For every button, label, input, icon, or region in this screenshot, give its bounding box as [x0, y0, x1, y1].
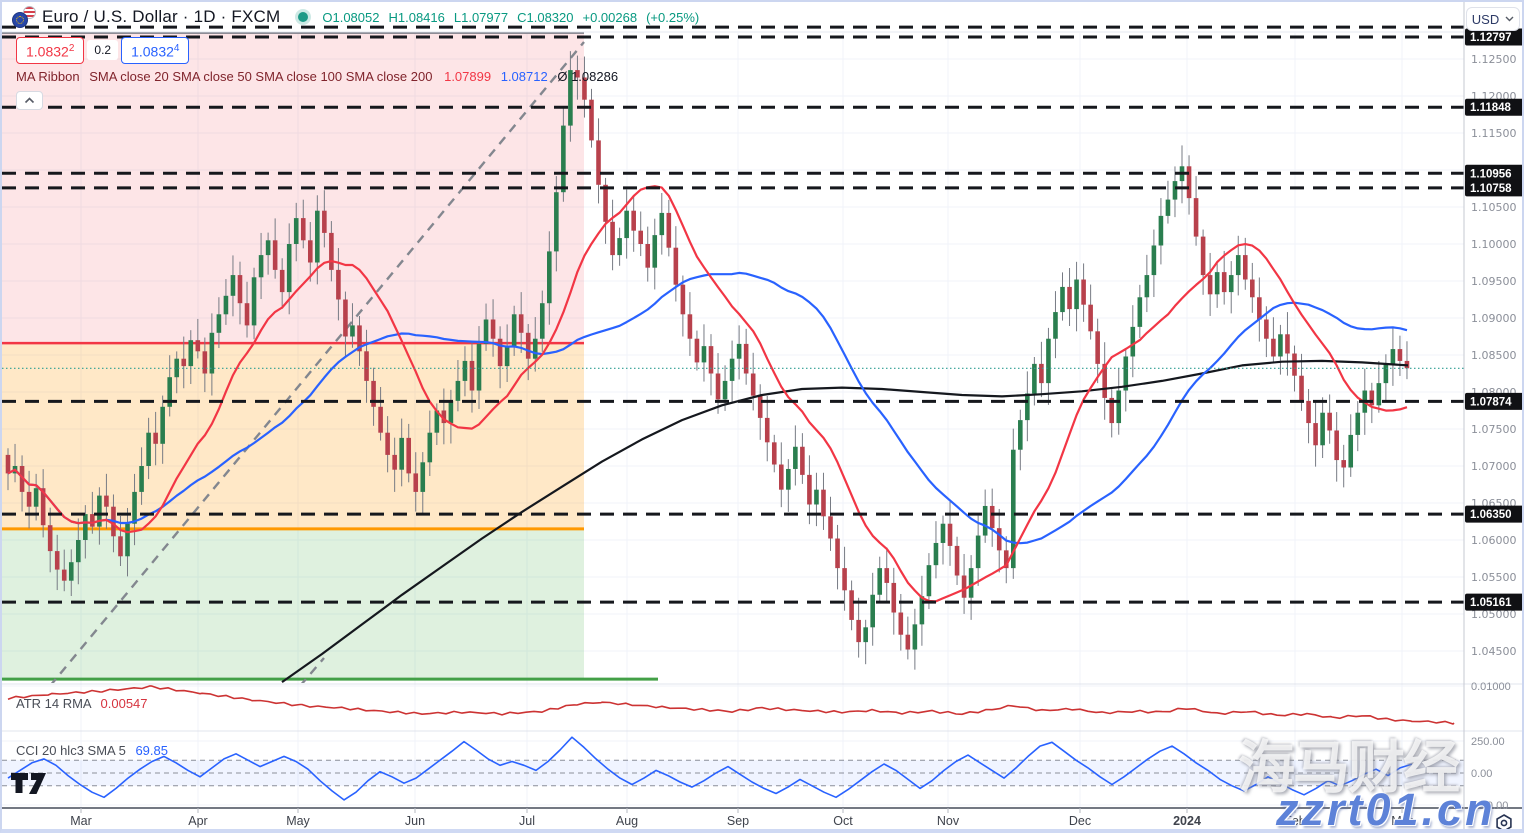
svg-text:Feb: Feb: [1284, 814, 1306, 828]
svg-text:1.10956: 1.10956: [1470, 168, 1512, 180]
atr-value: 0.00547: [100, 696, 148, 711]
currency-dropdown[interactable]: USD: [1466, 7, 1520, 31]
price-pane: [2, 41, 1464, 683]
svg-text:1.12500: 1.12500: [1471, 53, 1517, 66]
svg-text:1.04500: 1.04500: [1471, 645, 1517, 658]
svg-text:1.08500: 1.08500: [1471, 349, 1517, 362]
svg-text:250.00: 250.00: [1471, 736, 1505, 748]
chart-toolbar: Euro / U.S. Dollar · 1D · FXCM O1.08052 …: [2, 2, 1462, 32]
svg-text:Dec: Dec: [1069, 814, 1091, 828]
svg-text:Jul: Jul: [519, 814, 535, 828]
cci-band: [2, 759, 1464, 787]
axis-settings-gear-icon[interactable]: [1494, 813, 1514, 829]
atr-line: [7, 685, 1455, 725]
open-value: O1.08052: [322, 9, 380, 25]
svg-text:1.10500: 1.10500: [1471, 201, 1517, 214]
price-axis[interactable]: 1.125001.120001.115001.105001.100001.095…: [1471, 53, 1517, 812]
spread-value: 0.2: [87, 40, 119, 61]
ma-fast-value: 1.07899: [444, 69, 492, 84]
svg-text:-250.00: -250.00: [1471, 800, 1508, 812]
watermark-cjk: 海马财经: [1238, 736, 1460, 800]
annotation-zones: [2, 32, 658, 681]
svg-text:1.09500: 1.09500: [1471, 275, 1517, 288]
svg-text:1.07874: 1.07874: [1470, 396, 1512, 408]
svg-text:1.05161: 1.05161: [1470, 597, 1512, 609]
bid-ask-widget: 1.08322 0.2 1.08324: [16, 37, 190, 64]
svg-text:May: May: [286, 814, 310, 828]
symbol-title[interactable]: Euro / U.S. Dollar · 1D · FXCM: [42, 7, 281, 26]
svg-text:1.05500: 1.05500: [1471, 571, 1517, 584]
tradingview-logo-icon[interactable]: [10, 772, 50, 800]
ohlc-values: O1.08052 H1.08416 L1.07977 C1.08320 +0.0…: [322, 10, 699, 25]
ma-mid-line: [7, 271, 1408, 545]
eurusd-pair-icon: [12, 6, 36, 28]
ma-ribbon-title: MA Ribbon: [16, 69, 80, 84]
svg-text:1.05000: 1.05000: [1471, 608, 1517, 621]
svg-text:1.12797: 1.12797: [1470, 32, 1512, 44]
axis-badges: 1.12797 1.11848 1.10956 1.10758 1.07874 1.063…: [1465, 28, 1522, 611]
ma-slow-line: [281, 359, 1409, 683]
change-value: +0.00268: [582, 9, 638, 25]
chevron-up-icon: [24, 97, 35, 104]
svg-text:Oct: Oct: [833, 814, 853, 828]
svg-text:1.10000: 1.10000: [1471, 238, 1517, 251]
eu-flag-icon: [12, 12, 28, 28]
watermark-url: zzrt01.cn: [1276, 784, 1496, 833]
svg-text:1.10758: 1.10758: [1470, 183, 1512, 195]
cci-line: [7, 736, 1413, 801]
svg-text:0.00: 0.00: [1471, 768, 1492, 780]
sell-bid-button[interactable]: 1.08322: [16, 37, 85, 64]
ma-ribbon-legend[interactable]: MA Ribbon SMA close 20 SMA close 50 SMA …: [16, 69, 618, 84]
cci-title: CCI 20 hlc3 SMA 5: [16, 743, 126, 758]
ma-fast-line: [7, 185, 1408, 603]
high-value: H1.08416: [388, 9, 445, 25]
ma-avg-value: Ø 1.08286: [557, 69, 619, 84]
currency-label: USD: [1471, 11, 1500, 27]
close-value: C1.08320: [517, 9, 574, 25]
grid-lines: [2, 33, 1464, 808]
svg-text:1.07500: 1.07500: [1471, 423, 1517, 436]
svg-text:1.11848: 1.11848: [1470, 102, 1512, 114]
svg-text:1.09000: 1.09000: [1471, 312, 1517, 325]
svg-text:Nov: Nov: [937, 814, 960, 828]
buy-ask-button[interactable]: 1.08324: [121, 37, 190, 64]
svg-text:1.07000: 1.07000: [1471, 460, 1517, 473]
chevron-down-icon: [1505, 16, 1514, 22]
svg-text:Mar: Mar: [70, 814, 92, 828]
level-lines: [2, 25, 1464, 604]
atr-legend[interactable]: ATR 14 RMA 0.00547: [16, 696, 148, 711]
trend-line-2: [300, 657, 325, 683]
market-status-dot-icon: [298, 12, 309, 22]
cci-value: 69.85: [135, 743, 168, 758]
candlestick-series: [5, 51, 1410, 670]
svg-text:Aug: Aug: [616, 814, 638, 828]
ma-mid-value: 1.08712: [500, 69, 548, 84]
svg-text:Sep: Sep: [727, 814, 749, 828]
trend-line: [50, 41, 585, 683]
collapse-legend-button[interactable]: [16, 91, 43, 110]
svg-text:2024: 2024: [1173, 814, 1201, 828]
svg-text:Apr: Apr: [188, 814, 207, 828]
svg-text:1.06000: 1.06000: [1471, 534, 1517, 547]
svg-text:Mar: Mar: [1391, 814, 1413, 828]
low-value: L1.07977: [453, 9, 509, 25]
svg-text:1.06350: 1.06350: [1470, 509, 1512, 521]
svg-text:0.01000: 0.01000: [1471, 681, 1511, 693]
time-axis[interactable]: Mar Apr May Jun Jul Aug Sep Oct Nov Dec 2024 Feb Mar: [70, 808, 1413, 828]
cci-legend[interactable]: CCI 20 hlc3 SMA 5 69.85: [16, 743, 168, 758]
change-pct-value: (+0.25%): [646, 9, 700, 25]
svg-text:1.11500: 1.11500: [1471, 127, 1517, 140]
ma-ribbon-params: SMA close 20 SMA close 50 SMA close 100 …: [89, 69, 433, 84]
svg-text:Jun: Jun: [405, 814, 425, 828]
atr-title: ATR 14 RMA: [16, 696, 91, 711]
